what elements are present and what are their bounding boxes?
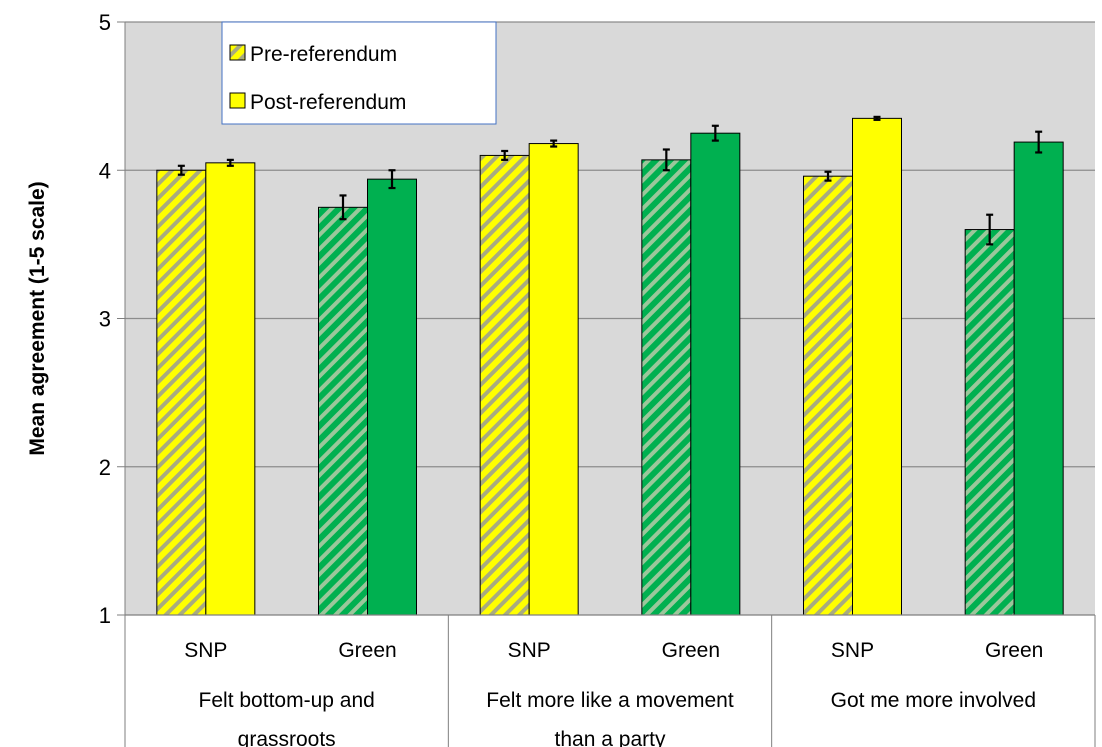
x-tick-label-party: Green bbox=[338, 639, 396, 662]
error-bars bbox=[177, 115, 1043, 246]
x-group-label: Got me more involved bbox=[831, 689, 1036, 712]
x-tick-label-party: SNP bbox=[831, 639, 874, 662]
legend-box bbox=[221, 21, 497, 125]
y-axis-label: Mean agreement (1-5 scale) bbox=[26, 181, 49, 455]
x-tick-label-party: SNP bbox=[184, 639, 227, 662]
bar-pre-snp bbox=[803, 175, 853, 616]
x-tick-label-party: SNP bbox=[508, 639, 551, 662]
bar-pre-green bbox=[318, 206, 368, 616]
y-tick-label: 5 bbox=[99, 10, 111, 35]
bar-pre-snp bbox=[479, 154, 530, 616]
y-tick-label: 3 bbox=[99, 307, 111, 332]
x-group-label: Felt more like a movement bbox=[486, 689, 734, 712]
y-tick-label: 2 bbox=[99, 455, 111, 480]
legend-label-pre: Pre-referendum bbox=[250, 43, 397, 66]
legend-swatch-pre bbox=[229, 44, 246, 61]
legend-swatch-post bbox=[229, 92, 246, 109]
y-tick-label: 1 bbox=[99, 603, 111, 628]
bars bbox=[156, 117, 1064, 616]
bar-post-green bbox=[367, 178, 417, 616]
bar-post-snp bbox=[528, 143, 579, 616]
x-tick-label-party: Green bbox=[985, 639, 1043, 662]
legend: Pre-referendum Post-referendum bbox=[221, 21, 497, 125]
bar-post-green bbox=[1013, 141, 1064, 616]
bar-pre-snp bbox=[156, 169, 207, 616]
bar-pre-green bbox=[641, 159, 692, 616]
bar-post-snp bbox=[852, 117, 902, 616]
x-group-label: Felt bottom-up and bbox=[199, 689, 375, 712]
bar-pre-green bbox=[964, 229, 1015, 616]
y-tick-label: 4 bbox=[99, 158, 111, 183]
x-group-label: than a party bbox=[555, 728, 666, 747]
legend-label-post: Post-referendum bbox=[250, 91, 406, 114]
bar-post-green bbox=[690, 132, 741, 616]
x-group-label: grassroots bbox=[238, 728, 336, 747]
x-axis: SNP Green Felt bottom-up and grassroots SNP G… bbox=[124, 614, 1096, 747]
y-axis: 1 2 3 4 5 bbox=[99, 10, 126, 628]
x-tick-label-party: Green bbox=[662, 639, 720, 662]
bar-post-snp bbox=[205, 162, 256, 616]
